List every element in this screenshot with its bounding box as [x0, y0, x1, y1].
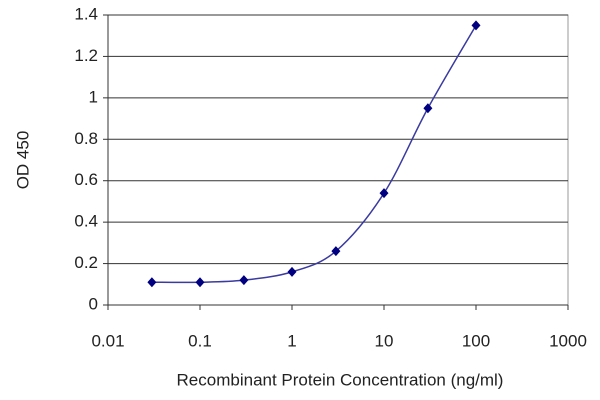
marker [471, 20, 481, 31]
marker [287, 266, 297, 277]
y-axis-label: OD 450 [13, 131, 32, 190]
marker [379, 188, 389, 199]
x-tick-label: 1000 [549, 331, 587, 350]
y-tick-label: 0.6 [74, 170, 98, 189]
x-tick-label: 100 [462, 331, 490, 350]
curve [151, 24, 477, 284]
marker [239, 275, 249, 286]
marker [195, 277, 205, 288]
marker [423, 103, 433, 114]
y-tick-label: 1.2 [74, 46, 98, 65]
marker [147, 277, 157, 288]
y-tick-label: 0.8 [74, 129, 98, 148]
x-tick-label: 0.1 [188, 331, 212, 350]
x-axis-label: Recombinant Protein Concentration (ng/ml… [177, 370, 504, 389]
y-tick-label: 1.4 [74, 4, 98, 23]
x-tick-label: 0.01 [91, 331, 124, 350]
y-tick-label: 0 [89, 294, 98, 313]
x-tick-label: 10 [375, 331, 394, 350]
marker [331, 246, 341, 257]
x-tick-label: 1 [287, 331, 296, 350]
y-tick-label: 0.4 [74, 212, 98, 231]
plot-frame [107, 14, 569, 306]
y-tick-label: 0.2 [74, 253, 98, 272]
y-tick-label: 1 [89, 87, 98, 106]
